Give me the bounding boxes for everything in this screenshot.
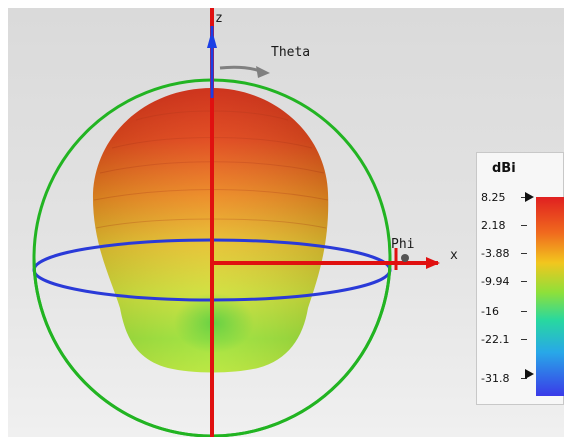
legend-tick-mark — [521, 378, 527, 379]
color-legend: dBi 8.25 2.18 -3.88 -9.94 -16 -22.1 -31.8 — [476, 152, 564, 405]
radiation-pattern-viewport[interactable]: z Theta Phi x — [8, 8, 564, 437]
theta-arrow — [219, 65, 263, 74]
legend-tick-mark — [521, 339, 527, 340]
legend-tick-mark — [521, 225, 527, 226]
phi-marker — [401, 254, 409, 262]
legend-tick-mark — [521, 253, 527, 254]
legend-tick-label: -22.1 — [481, 333, 510, 346]
legend-tick-label: -31.8 — [481, 372, 510, 385]
pattern-3d-scene[interactable] — [8, 8, 564, 437]
x-axis-arrow — [426, 257, 440, 269]
legend-tick-label: 8.25 — [481, 191, 506, 204]
phi-label: Phi — [391, 237, 415, 252]
legend-unit: dBi — [492, 161, 516, 176]
z-axis-arrow — [207, 30, 217, 48]
legend-tick-mark — [521, 281, 527, 282]
legend-tick-label: -3.88 — [481, 247, 510, 260]
theta-label: Theta — [271, 45, 311, 60]
legend-tick-mark — [521, 197, 527, 198]
legend-min-marker[interactable] — [525, 369, 534, 379]
legend-tick-label: -16 — [481, 305, 499, 318]
legend-tick-label: -9.94 — [481, 275, 510, 288]
legend-color-bar — [536, 197, 564, 396]
legend-max-marker[interactable] — [525, 192, 534, 202]
z-axis-label: z — [215, 11, 223, 26]
x-axis-label: x — [450, 248, 458, 263]
legend-tick-label: 2.18 — [481, 219, 506, 232]
legend-tick-mark — [521, 311, 527, 312]
